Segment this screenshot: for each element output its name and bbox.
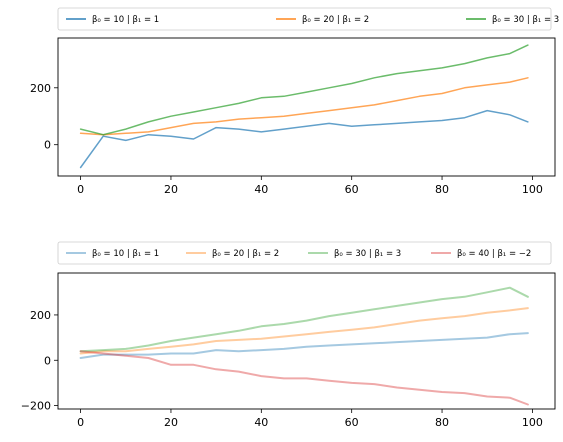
series-line-2-1 — [79, 332, 529, 359]
x-tick-label: 0 — [77, 416, 84, 429]
legend-1: β₀ = 10 | β₁ = 1 β₀ = 20 | β₁ = 2 β₀ = 30 … — [57, 7, 559, 31]
y-tick-label: −200 — [21, 400, 51, 413]
x-tick-label: 0 — [77, 183, 84, 196]
legend-label: β₀ = 10 | β₁ = 1 — [92, 15, 159, 25]
series-line-1-1 — [79, 109, 529, 169]
y-tick-label: 0 — [44, 139, 51, 152]
series-line-2-4 — [79, 350, 529, 406]
axes-frame — [57, 272, 556, 410]
x-tick-label: 20 — [164, 183, 178, 196]
legend-label: β₀ = 40 | β₁ = −2 — [457, 249, 531, 259]
x-tick-label: 80 — [435, 416, 449, 429]
legend-label: β₀ = 30 | β₁ = 3 — [492, 15, 559, 25]
x-tick-label: 60 — [345, 183, 359, 196]
series-line-1-3 — [79, 44, 529, 136]
y-tick-label: 0 — [44, 354, 51, 367]
x-tick-label: 20 — [164, 416, 178, 429]
x-tick-label: 40 — [254, 416, 268, 429]
x-tick-label: 80 — [435, 183, 449, 196]
legend-label: β₀ = 30 | β₁ = 3 — [334, 249, 401, 259]
legend-label: β₀ = 20 | β₁ = 2 — [212, 249, 279, 259]
series-line-2-2 — [79, 307, 529, 355]
y-tick-label: 200 — [30, 82, 51, 95]
legend-2: β₀ = 10 | β₁ = 1 β₀ = 20 | β₁ = 2 β₀ = 30 … — [57, 241, 552, 265]
chart-panel-1: 0 20 40 60 80 100 0 200 β₀ = 10 | β₁ = 1 β₀ = 20 … — [30, 7, 559, 196]
x-tick-label: 60 — [345, 416, 359, 429]
legend-label: β₀ = 20 | β₁ = 2 — [302, 15, 369, 25]
x-tick-label: 40 — [254, 183, 268, 196]
x-tick-label: 100 — [522, 183, 543, 196]
y-tick-label: 200 — [30, 309, 51, 322]
series-line-1-2 — [79, 77, 529, 136]
x-tick-label: 100 — [522, 416, 543, 429]
legend-label: β₀ = 10 | β₁ = 1 — [92, 249, 159, 259]
legend-frame — [57, 7, 552, 31]
legend-frame — [57, 241, 552, 265]
series-line-2-3 — [79, 286, 529, 353]
axes-frame — [57, 37, 556, 177]
